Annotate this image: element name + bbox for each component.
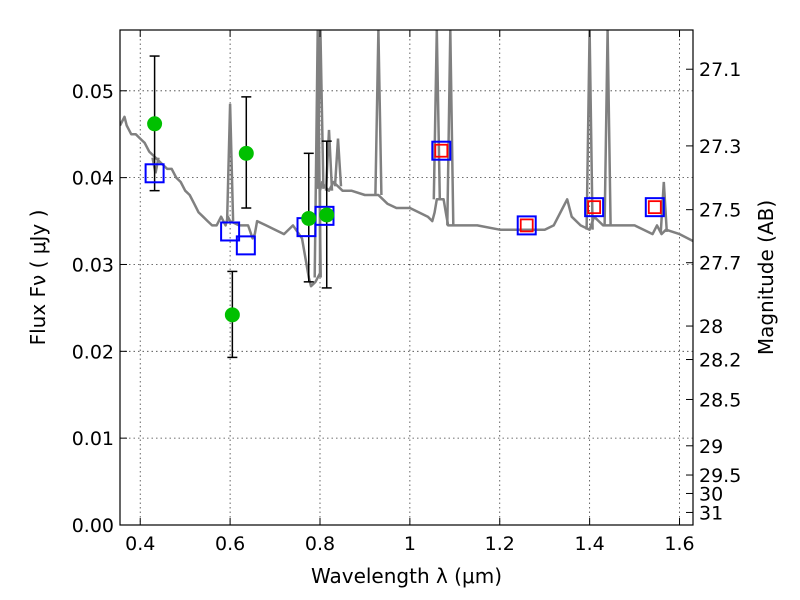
x-tick-label: 1.2 — [485, 533, 515, 555]
y2-tick-label: 28 — [699, 316, 723, 338]
red-square-marker — [519, 218, 534, 233]
emission-line — [225, 103, 235, 222]
y2-tick-label: 27.7 — [699, 253, 741, 275]
y-tick-label: 0.05 — [72, 81, 114, 103]
model-band-square — [516, 215, 537, 236]
observed-point — [224, 307, 240, 323]
y-tick-label: 0.03 — [72, 254, 114, 276]
model-band-square — [644, 197, 665, 218]
y2-axis-label: Magnitude (AB) — [754, 200, 778, 355]
emission-line — [446, 30, 455, 226]
y2-tick-label: 28.5 — [699, 389, 741, 411]
model-band-square — [235, 235, 256, 256]
model-band-square — [220, 221, 241, 242]
model-band-square — [431, 140, 452, 161]
x-tick-label: 0.4 — [125, 533, 155, 555]
y-tick-label: 0.01 — [72, 428, 114, 450]
red-square-marker — [434, 143, 449, 158]
x-tick-label: 0.8 — [305, 533, 335, 555]
x-tick-label: 1.6 — [664, 533, 694, 555]
emission-line — [374, 30, 383, 196]
plot-frame — [119, 29, 694, 526]
observed-point — [319, 207, 335, 223]
model-band-square — [144, 163, 165, 184]
y2-tick-label: 29.5 — [699, 465, 741, 487]
emission-line — [603, 30, 612, 226]
red-square-marker — [647, 200, 662, 215]
y-axis-label: Flux Fν ( μJy ) — [26, 210, 50, 346]
emission-line — [316, 30, 325, 189]
observed-point — [238, 145, 254, 161]
emission-line — [585, 30, 594, 230]
axes: 0.4 0.6 0.8 1 1.2 1.4 1.6 0.00 0.01 0.02 0.03 0.04 0… — [72, 30, 741, 555]
emission-line — [432, 30, 442, 200]
emission-line — [333, 138, 343, 187]
model-band-square — [584, 197, 605, 218]
y2-tick-label: 31 — [699, 502, 723, 524]
y2-tick-label: 30 — [699, 483, 723, 505]
observed-point — [147, 116, 163, 132]
plot-area — [120, 30, 693, 359]
x-tick-label: 1.4 — [575, 533, 605, 555]
observed-point — [301, 210, 317, 226]
y2-tick-label: 27.1 — [699, 59, 741, 81]
y-tick-label: 0.04 — [72, 168, 114, 190]
emission-line — [313, 30, 322, 278]
y2-tick-label: 28.2 — [699, 350, 741, 372]
x-axis-label: Wavelength λ (μm) — [311, 564, 502, 588]
y-tick-label: 0.02 — [72, 341, 114, 363]
y2-tick-label: 27.5 — [699, 200, 741, 222]
emission-line — [151, 157, 160, 174]
y2-tick-label: 29 — [699, 436, 723, 458]
x-tick-label: 1 — [404, 533, 416, 555]
red-square-marker — [587, 200, 602, 215]
x-tick-label: 0.6 — [215, 533, 245, 555]
y-tick-label: 0.00 — [72, 515, 114, 537]
y2-tick-label: 27.3 — [699, 136, 741, 158]
